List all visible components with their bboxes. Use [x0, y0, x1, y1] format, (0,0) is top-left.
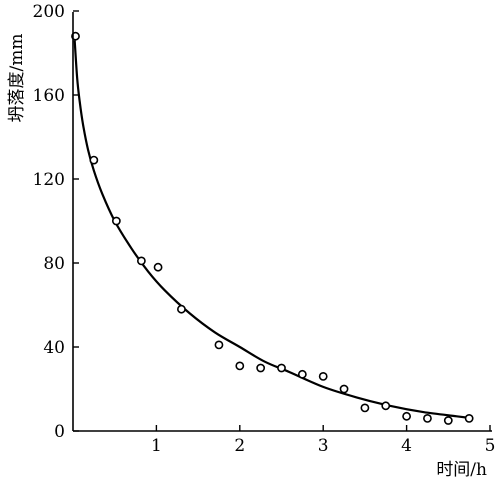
data-point: [318, 371, 328, 381]
y-tick-label-120: 120: [33, 170, 65, 190]
x-tick-label-3: 3: [318, 436, 329, 456]
y-tick-label-200: 200: [33, 2, 65, 22]
y-tick-label-40: 40: [43, 338, 65, 358]
data-point: [111, 216, 121, 226]
data-points-layer: [71, 31, 474, 425]
data-point: [153, 262, 163, 272]
data-point: [464, 413, 474, 423]
data-point: [177, 304, 186, 314]
data-point: [443, 416, 453, 425]
x-tick-label-5: 5: [485, 436, 496, 456]
data-point: [277, 363, 286, 373]
y-tick-label-80: 80: [43, 254, 65, 274]
fit-curve: [73, 40, 474, 420]
axes-layer: [72, 12, 492, 432]
data-point: [360, 403, 370, 413]
x-axis-label: 时间/h: [436, 460, 487, 480]
data-point: [423, 413, 432, 423]
x-tick-label-4: 4: [401, 436, 412, 456]
y-tick-label-160: 160: [33, 86, 65, 106]
data-point: [256, 363, 266, 373]
data-point: [214, 340, 224, 350]
data-point: [381, 401, 391, 411]
data-point: [402, 411, 411, 421]
data-point: [235, 361, 245, 371]
data-point: [339, 384, 349, 394]
y-axis-label: 坍落度/mm: [7, 34, 27, 123]
x-tick-label-1: 1: [151, 436, 162, 456]
data-point: [89, 155, 99, 165]
data-point: [297, 369, 307, 379]
data-point: [136, 256, 146, 266]
x-tick-label-2: 2: [234, 436, 245, 456]
y-tick-label-0: 0: [54, 422, 65, 442]
ticks-layer: 0 40 80 120 160 200 1 2 3 4 5: [33, 2, 496, 456]
fit-curve-layer: [73, 40, 474, 420]
